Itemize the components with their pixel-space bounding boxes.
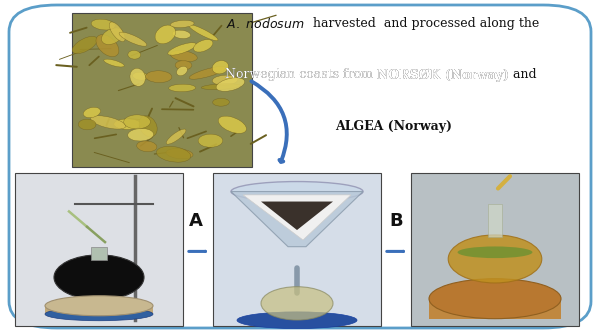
Ellipse shape	[146, 71, 172, 83]
Ellipse shape	[45, 296, 153, 316]
Polygon shape	[231, 191, 363, 247]
FancyBboxPatch shape	[213, 173, 381, 326]
Text: and: and	[509, 68, 536, 81]
Ellipse shape	[176, 66, 187, 76]
Ellipse shape	[83, 107, 101, 118]
Ellipse shape	[212, 98, 229, 106]
Text: harvested  and processed along the: harvested and processed along the	[305, 17, 539, 30]
Ellipse shape	[130, 68, 145, 86]
Text: B: B	[389, 212, 403, 230]
Ellipse shape	[91, 19, 115, 30]
Text: NORSØK (Norway): NORSØK (Norway)	[377, 68, 509, 82]
FancyBboxPatch shape	[411, 173, 579, 326]
Ellipse shape	[170, 51, 197, 62]
FancyArrowPatch shape	[251, 81, 287, 162]
FancyBboxPatch shape	[429, 297, 561, 319]
Ellipse shape	[79, 119, 96, 130]
Polygon shape	[261, 201, 333, 230]
Polygon shape	[243, 195, 351, 240]
Ellipse shape	[212, 61, 229, 74]
Text: NORSØK (Norway): NORSØK (Norway)	[377, 68, 509, 82]
Ellipse shape	[45, 307, 153, 321]
Ellipse shape	[128, 50, 140, 59]
FancyBboxPatch shape	[488, 203, 502, 237]
Ellipse shape	[96, 35, 119, 57]
Ellipse shape	[170, 20, 194, 28]
Ellipse shape	[261, 287, 333, 320]
Text: ALGEA (Norway): ALGEA (Norway)	[335, 120, 452, 133]
Ellipse shape	[137, 141, 157, 152]
Ellipse shape	[429, 279, 561, 319]
Ellipse shape	[172, 30, 191, 39]
FancyBboxPatch shape	[9, 5, 591, 328]
Ellipse shape	[119, 32, 147, 46]
Ellipse shape	[458, 246, 532, 258]
Ellipse shape	[218, 116, 247, 133]
Ellipse shape	[54, 255, 144, 300]
Ellipse shape	[168, 43, 196, 55]
Ellipse shape	[198, 134, 223, 147]
Ellipse shape	[237, 312, 357, 329]
Ellipse shape	[448, 235, 542, 283]
Ellipse shape	[72, 36, 97, 54]
Text: Norwegian coasts from: Norwegian coasts from	[225, 68, 377, 81]
Ellipse shape	[175, 61, 192, 70]
Ellipse shape	[216, 78, 245, 91]
Ellipse shape	[201, 84, 241, 90]
Ellipse shape	[109, 22, 125, 42]
Ellipse shape	[193, 40, 213, 52]
FancyBboxPatch shape	[15, 173, 183, 326]
Text: $\it{A.\ nodosum}$: $\it{A.\ nodosum}$	[226, 17, 305, 31]
Ellipse shape	[189, 66, 226, 79]
Ellipse shape	[114, 119, 141, 130]
Ellipse shape	[212, 75, 238, 85]
Ellipse shape	[169, 84, 196, 92]
Ellipse shape	[91, 116, 125, 129]
Ellipse shape	[166, 129, 186, 144]
Ellipse shape	[133, 72, 148, 80]
Text: A: A	[189, 212, 203, 230]
FancyBboxPatch shape	[72, 13, 252, 166]
Ellipse shape	[101, 28, 123, 45]
Ellipse shape	[128, 129, 154, 141]
FancyBboxPatch shape	[91, 246, 107, 260]
Ellipse shape	[155, 25, 176, 44]
Ellipse shape	[157, 147, 191, 162]
Ellipse shape	[189, 25, 218, 41]
Ellipse shape	[104, 59, 124, 67]
Ellipse shape	[166, 149, 193, 159]
Text: Norwegian coasts from: Norwegian coasts from	[225, 68, 377, 81]
Ellipse shape	[124, 115, 151, 129]
FancyBboxPatch shape	[45, 306, 153, 314]
Ellipse shape	[231, 181, 363, 201]
Ellipse shape	[139, 116, 157, 137]
